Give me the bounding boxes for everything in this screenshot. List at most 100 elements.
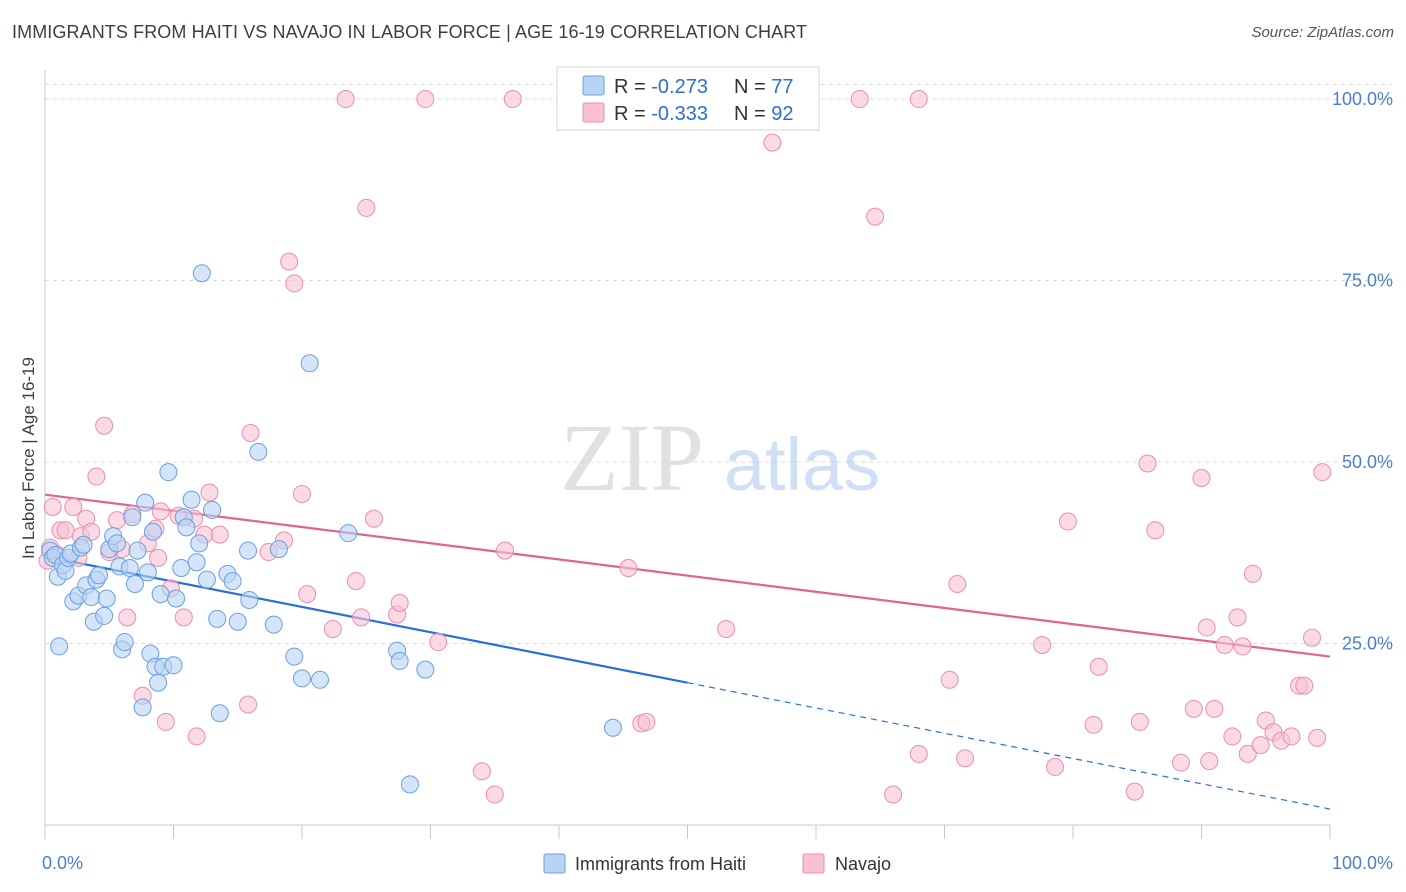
navajo-point: [1295, 676, 1314, 695]
haiti-trend-extension: [687, 682, 1331, 810]
navajo-point: [64, 498, 83, 517]
navajo-point: [336, 90, 355, 109]
navajo-point: [1197, 618, 1216, 637]
navajo-point: [850, 90, 869, 109]
navajo-n-value: 92: [771, 103, 793, 125]
svg-text:N = 92: N = 92: [734, 103, 794, 125]
navajo-point: [1192, 468, 1211, 487]
navajo-point: [1089, 657, 1108, 676]
chart-title: IMMIGRANTS FROM HAITI VS NAVAJO IN LABOR…: [12, 22, 808, 42]
svg-text:R = -0.333: R = -0.333: [614, 103, 708, 125]
navajo-point: [285, 274, 304, 293]
haiti-point: [249, 442, 268, 461]
navajo-point: [763, 133, 782, 152]
navajo-point: [1308, 728, 1327, 747]
navajo-r-label: R =: [614, 103, 651, 125]
navajo-point: [151, 502, 170, 521]
navajo-point: [352, 608, 371, 627]
legend-haiti-label: Immigrants from Haiti: [575, 854, 746, 874]
navajo-point: [390, 593, 409, 612]
haiti-point: [177, 518, 196, 537]
navajo-point: [485, 785, 504, 804]
navajo-point: [56, 521, 75, 540]
haiti-point: [159, 463, 178, 482]
haiti-n-label: N =: [734, 76, 771, 98]
watermark-zip: ZIP: [560, 404, 704, 511]
navajo-point: [187, 727, 206, 746]
haiti-point: [136, 493, 155, 512]
haiti-point: [603, 718, 622, 737]
navajo-point: [87, 467, 106, 486]
haiti-point: [197, 570, 216, 589]
navajo-point: [1125, 782, 1144, 801]
navajo-point: [149, 548, 168, 567]
haiti-point: [151, 585, 170, 604]
navajo-point: [1033, 635, 1052, 654]
navajo-point: [1171, 753, 1190, 772]
navajo-point: [1200, 752, 1219, 771]
haiti-point: [133, 698, 152, 717]
navajo-point: [241, 423, 260, 442]
navajo-point: [1238, 744, 1257, 763]
haiti-n-value: 77: [771, 76, 793, 98]
haiti-swatch: [582, 75, 605, 96]
trend-lines: [44, 493, 1331, 810]
haiti-point: [74, 535, 93, 554]
series-legend: Immigrants from Haiti Navajo: [543, 853, 891, 874]
navajo-point: [1223, 727, 1242, 746]
navajo-point: [956, 749, 975, 768]
haiti-point: [89, 566, 108, 585]
navajo-point: [156, 712, 175, 731]
navajo-point: [1138, 454, 1157, 473]
navajo-point: [429, 633, 448, 652]
haiti-point: [115, 633, 134, 652]
haiti-point: [293, 669, 311, 688]
navajo-point: [1228, 608, 1247, 627]
legend-navajo-swatch: [802, 853, 825, 874]
haiti-point: [120, 559, 139, 578]
navajo-point: [323, 619, 342, 638]
navajo-point: [1058, 512, 1077, 531]
navajo-point: [1130, 712, 1149, 731]
y-tick-label: 100.0%: [1332, 89, 1393, 109]
haiti-point: [143, 522, 162, 541]
navajo-point: [239, 695, 258, 714]
navajo-point: [1233, 637, 1252, 656]
gridlines: [45, 83, 1392, 645]
navajo-point: [1046, 757, 1065, 776]
navajo-point: [948, 574, 967, 593]
haiti-point: [187, 553, 206, 572]
navajo-point: [503, 90, 522, 109]
navajo-point: [619, 559, 638, 578]
haiti-point: [240, 590, 259, 609]
data-points: [38, 90, 1332, 804]
haiti-point: [190, 534, 209, 553]
navajo-point: [1205, 699, 1224, 718]
navajo-point: [416, 90, 435, 109]
navajo-point: [1303, 628, 1322, 647]
navajo-point: [1282, 727, 1301, 746]
y-axis-label: In Labor Force | Age 16-19: [19, 357, 38, 559]
haiti-point: [95, 606, 114, 625]
navajo-point: [1313, 463, 1332, 482]
navajo-point: [200, 483, 219, 502]
navajo-point: [1184, 699, 1203, 718]
svg-text:N = 77: N = 77: [734, 76, 794, 98]
navajo-point: [210, 525, 229, 544]
navajo-point: [280, 252, 299, 271]
navajo-point: [346, 572, 365, 591]
haiti-point: [82, 588, 101, 607]
haiti-point: [310, 670, 329, 689]
navajo-point: [357, 198, 376, 217]
haiti-point: [164, 656, 183, 675]
navajo-trend-line: [44, 493, 1331, 658]
legend-haiti-swatch: [543, 853, 566, 874]
haiti-point: [228, 612, 247, 631]
haiti-point: [239, 541, 258, 560]
haiti-point: [125, 574, 144, 593]
navajo-point: [909, 744, 928, 763]
navajo-point: [364, 509, 383, 528]
navajo-r-value: -0.333: [651, 103, 708, 125]
haiti-point: [269, 540, 288, 559]
haiti-point: [182, 490, 201, 509]
